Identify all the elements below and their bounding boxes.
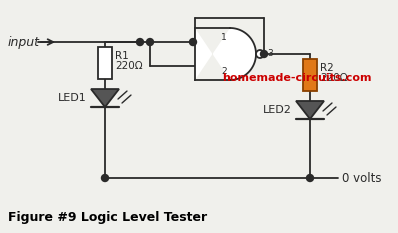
- Text: Figure #9 Logic Level Tester: Figure #9 Logic Level Tester: [8, 212, 207, 225]
- Text: homemade-circuits.com: homemade-circuits.com: [222, 73, 371, 83]
- Text: 220Ω: 220Ω: [115, 61, 142, 71]
- Circle shape: [261, 51, 267, 58]
- Text: LED2: LED2: [263, 105, 292, 115]
- Circle shape: [146, 38, 154, 45]
- Bar: [303, 59, 317, 91]
- Text: LED1: LED1: [58, 93, 87, 103]
- Text: 3: 3: [267, 48, 273, 58]
- Circle shape: [137, 38, 144, 45]
- Polygon shape: [195, 28, 256, 80]
- Text: 220Ω: 220Ω: [320, 73, 347, 83]
- Text: 1: 1: [221, 33, 227, 42]
- Text: 2: 2: [221, 67, 227, 76]
- Text: 0 volts: 0 volts: [342, 171, 382, 185]
- Circle shape: [306, 175, 314, 182]
- Circle shape: [256, 50, 264, 58]
- Text: R2: R2: [320, 63, 334, 73]
- Circle shape: [101, 175, 109, 182]
- Text: input: input: [8, 36, 40, 48]
- Bar: [98, 47, 112, 79]
- Polygon shape: [296, 101, 324, 119]
- Text: R1: R1: [115, 51, 129, 61]
- Circle shape: [189, 38, 197, 45]
- Polygon shape: [91, 89, 119, 107]
